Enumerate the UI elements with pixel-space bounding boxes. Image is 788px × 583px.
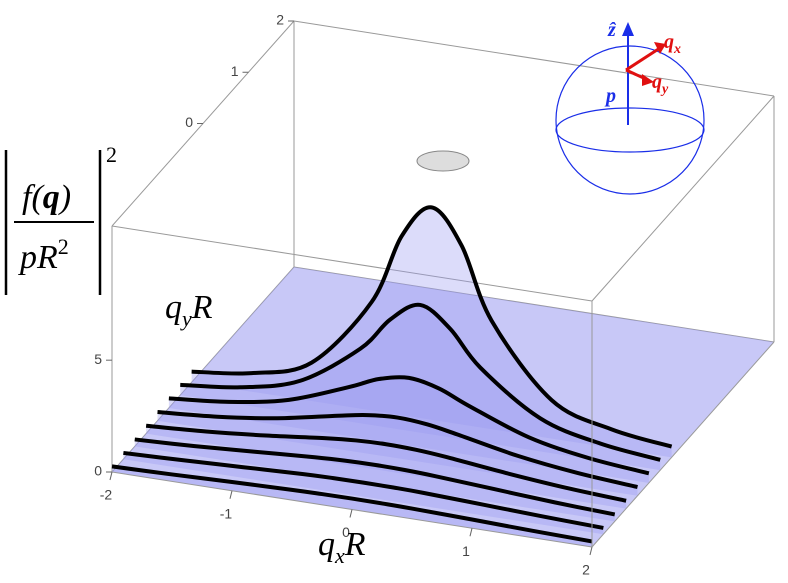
z-tick-label: 0 <box>94 463 102 479</box>
arrow-head <box>622 22 634 36</box>
slice-curve <box>123 450 604 530</box>
z-den: pR <box>18 239 58 276</box>
z-num-b: q <box>43 179 60 216</box>
slice-curve <box>145 423 627 503</box>
slice-fill <box>180 304 661 471</box>
qx-sub: x <box>673 42 681 57</box>
equator <box>555 107 705 153</box>
x-label-main: q <box>318 526 335 563</box>
z-label-den: pR2 <box>18 234 69 276</box>
x-tick-label: 1 <box>462 543 470 559</box>
slice-fill <box>123 452 604 535</box>
peak-cap <box>416 150 470 172</box>
slice-curve <box>168 375 650 476</box>
slice-fill <box>112 466 592 547</box>
qy-sub: y <box>660 82 669 97</box>
x-tick <box>349 509 353 518</box>
box-edge <box>293 20 775 97</box>
front-box: -2 -1 0 1 2 0 5 0 1 2 <box>94 12 775 578</box>
inset-p: p <box>604 85 616 107</box>
slice-curve <box>180 302 661 462</box>
qx: q <box>664 31 674 53</box>
slice-fill <box>134 439 615 522</box>
box-edge <box>591 341 775 548</box>
slice-curve <box>111 464 593 544</box>
slice-curve <box>191 205 673 449</box>
z-label-num: f(q) <box>22 179 71 216</box>
inset-qy: qy <box>652 71 669 97</box>
floor <box>112 267 774 547</box>
qy: q <box>652 71 662 93</box>
x-label-sub: x <box>334 543 345 568</box>
inset-z: ẑ <box>607 19 617 41</box>
inset: ẑ qx qy p <box>555 19 705 195</box>
y-axis-label: qyR <box>165 289 213 331</box>
z-den-sup: 2 <box>58 234 69 259</box>
box-edge <box>591 95 775 302</box>
slice-curve <box>134 437 616 517</box>
x-tick-label: 0 <box>342 524 350 540</box>
x-tick <box>469 528 473 537</box>
x-axis-label: qxR <box>318 526 366 568</box>
x-tick <box>589 546 593 556</box>
y-tick-label: 2 <box>276 12 284 28</box>
x-tick <box>109 471 113 481</box>
slice-curve <box>157 410 638 489</box>
z-num-c: ) <box>58 179 71 216</box>
sphere <box>555 45 705 195</box>
slice-fill <box>168 377 649 483</box>
y-label-main: q <box>165 289 182 326</box>
y-tick-label: 0 <box>185 114 193 130</box>
y-tick-label: 1 <box>231 63 239 79</box>
surface <box>111 150 774 547</box>
z-tick-label: 5 <box>94 351 102 367</box>
box-edge <box>111 225 593 302</box>
inset-qx: qx <box>664 31 681 57</box>
arrow-head <box>642 74 654 86</box>
x-tick-label: 2 <box>582 562 590 578</box>
z-label-sup: 2 <box>106 142 117 167</box>
z-axis-label: f(q) pR2 2 <box>4 142 117 295</box>
qx-arrow <box>625 46 661 72</box>
y-label-tail: R <box>191 289 213 326</box>
z-num-a: f( <box>22 179 45 216</box>
x-tick-label: -1 <box>220 505 233 521</box>
arrow-head <box>654 42 666 54</box>
x-label-tail: R <box>344 526 366 563</box>
x-tick-label: -2 <box>100 487 113 503</box>
y-label-sub: y <box>180 306 192 331</box>
x-tick <box>229 490 233 499</box>
